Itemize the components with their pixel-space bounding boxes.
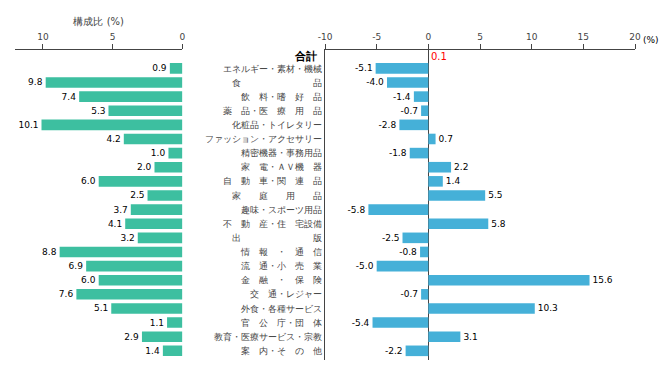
svg-text:10: 10 xyxy=(526,32,538,42)
svg-text:1.4: 1.4 xyxy=(446,176,461,186)
svg-text:1.4: 1.4 xyxy=(145,346,160,356)
svg-text:5.8: 5.8 xyxy=(491,219,506,229)
svg-text:0.9: 0.9 xyxy=(152,63,167,73)
svg-text:-10: -10 xyxy=(318,32,333,42)
svg-text:5.5: 5.5 xyxy=(488,190,502,200)
svg-text:家 電・ＡＶ機 器: 家 電・ＡＶ機 器 xyxy=(241,162,322,172)
svg-text:飲 料・嗜 好 品: 飲 料・嗜 好 品 xyxy=(241,92,322,102)
svg-text:ファッション・アクセサリー: ファッション・アクセサリー xyxy=(205,134,322,144)
svg-text:3.7: 3.7 xyxy=(113,205,127,215)
svg-text:5.3: 5.3 xyxy=(91,106,105,116)
svg-text:-0.8: -0.8 xyxy=(399,247,417,257)
svg-text:官 公 庁・団 体: 官 公 庁・団 体 xyxy=(241,318,322,328)
svg-text:15.6: 15.6 xyxy=(593,275,613,285)
svg-text:0.7: 0.7 xyxy=(439,134,453,144)
svg-text:情 報 ・ 通 信: 情 報 ・ 通 信 xyxy=(240,247,322,257)
svg-text:教育・医療サービス・宗教: 教育・医療サービス・宗教 xyxy=(214,332,322,342)
svg-text:0.1: 0.1 xyxy=(431,51,447,62)
svg-text:10.1: 10.1 xyxy=(18,120,38,130)
svg-text:-1.8: -1.8 xyxy=(389,148,407,158)
svg-text:金 融 ・ 保 険: 金 融 ・ 保 険 xyxy=(241,275,322,285)
svg-text:-5.1: -5.1 xyxy=(355,63,373,73)
svg-text:-5: -5 xyxy=(372,32,381,42)
svg-text:3.1: 3.1 xyxy=(463,332,477,342)
svg-text:7.6: 7.6 xyxy=(59,289,74,299)
svg-text:20: 20 xyxy=(629,32,641,42)
svg-text:-0.7: -0.7 xyxy=(401,106,419,116)
svg-text:交 通・レジャー: 交 通・レジャー xyxy=(250,289,322,299)
svg-text:構成比 (%): 構成比 (%) xyxy=(73,16,124,27)
svg-text:家 庭 用 品: 家 庭 用 品 xyxy=(232,191,322,201)
svg-text:-5.8: -5.8 xyxy=(348,205,366,215)
svg-text:-1.4: -1.4 xyxy=(393,92,411,102)
svg-text:1.0: 1.0 xyxy=(151,148,166,158)
svg-text:-5.0: -5.0 xyxy=(356,261,374,271)
svg-text:4.2: 4.2 xyxy=(106,134,120,144)
svg-text:2.9: 2.9 xyxy=(124,332,139,342)
svg-text:6.0: 6.0 xyxy=(81,275,96,285)
svg-text:10.3: 10.3 xyxy=(538,303,558,313)
svg-text:0: 0 xyxy=(180,32,186,42)
svg-text:案 内・そ の 他: 案 内・そ の 他 xyxy=(241,346,322,356)
svg-text:5.1: 5.1 xyxy=(94,303,108,313)
svg-text:-2.8: -2.8 xyxy=(379,120,397,130)
svg-text:薬 品・医 療 用 品: 薬 品・医 療 用 品 xyxy=(223,106,322,116)
svg-text:出 版: 出 版 xyxy=(232,233,322,243)
svg-text:-4.0: -4.0 xyxy=(366,77,384,87)
svg-text:自 動 車・関 連 品: 自 動 車・関 連 品 xyxy=(223,176,322,186)
svg-text:-2.5: -2.5 xyxy=(382,233,400,243)
svg-text:1.1: 1.1 xyxy=(150,318,164,328)
svg-text:-0.7: -0.7 xyxy=(401,289,419,299)
svg-text:7.4: 7.4 xyxy=(62,92,77,102)
svg-text:エネルギー・素材・機械: エネルギー・素材・機械 xyxy=(223,64,322,74)
svg-text:化粧品・トイレタリー: 化粧品・トイレタリー xyxy=(232,120,322,130)
svg-text:合計: 合計 xyxy=(294,50,317,63)
svg-text:4.1: 4.1 xyxy=(108,219,122,229)
svg-text:-2.2: -2.2 xyxy=(385,346,403,356)
svg-text:9.8: 9.8 xyxy=(28,77,43,87)
svg-text:2.0: 2.0 xyxy=(137,162,152,172)
svg-text:精密機器・事務用品: 精密機器・事務用品 xyxy=(241,148,322,158)
svg-text:外食・各種サービス: 外食・各種サービス xyxy=(241,304,322,314)
svg-text:8.8: 8.8 xyxy=(42,247,57,257)
svg-text:-5.4: -5.4 xyxy=(352,318,370,328)
svg-text:食 品: 食 品 xyxy=(232,78,322,88)
svg-text:6.9: 6.9 xyxy=(69,261,84,271)
svg-text:2.5: 2.5 xyxy=(130,190,144,200)
svg-text:6.0: 6.0 xyxy=(81,176,96,186)
svg-text:10: 10 xyxy=(37,32,49,42)
svg-text:流 通・小 売 業: 流 通・小 売 業 xyxy=(241,261,322,271)
svg-text:3.2: 3.2 xyxy=(120,233,134,243)
svg-text:2.2: 2.2 xyxy=(454,162,468,172)
svg-text:趣味・スポーツ用品: 趣味・スポーツ用品 xyxy=(241,205,322,215)
svg-text:5: 5 xyxy=(477,32,483,42)
svg-text:不 動 産・住 宅設備: 不 動 産・住 宅設備 xyxy=(223,219,322,229)
svg-text:5: 5 xyxy=(110,32,116,42)
svg-text:0: 0 xyxy=(425,32,431,42)
svg-text:(%): (%) xyxy=(643,35,659,45)
svg-text:15: 15 xyxy=(578,32,589,42)
